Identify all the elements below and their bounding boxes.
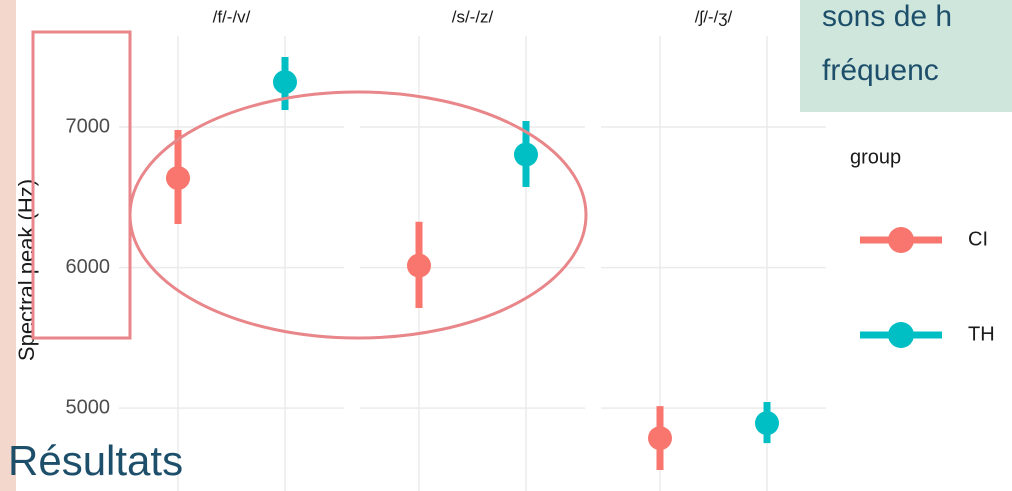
facet-title: /ʃ/-/ʒ/ [695, 7, 733, 26]
y-axis-label: Spectral peak (Hz) [14, 179, 39, 361]
legend-title: group [850, 146, 901, 168]
callout-text: fréquenc [822, 54, 939, 87]
point [514, 142, 538, 167]
legend-label: CI [968, 228, 988, 250]
callout-text: sons de h [822, 0, 952, 33]
point [648, 426, 672, 451]
point [407, 253, 431, 278]
legend-swatch-point [888, 227, 914, 253]
plot: /f/-/v/ /s/-/z/ /ʃ/-/ʒ/5000 6000 7000 [66, 7, 826, 491]
y-tick-label: 6000 [66, 256, 111, 278]
y-tick-label: 5000 [66, 396, 111, 418]
facet-title: /f/-/v/ [213, 7, 251, 26]
point [273, 70, 297, 95]
point [166, 166, 190, 191]
callout-box [800, 0, 1012, 112]
facet-title: /s/-/z/ [452, 7, 494, 26]
slide-title: Résultats [8, 437, 183, 484]
slide-edge [0, 0, 16, 491]
legend-swatch-point [888, 322, 914, 348]
highlight-box [31, 30, 132, 340]
y-tick-label: 7000 [66, 115, 111, 137]
legend: CI TH [860, 227, 995, 348]
point [755, 411, 779, 436]
legend-label: TH [968, 323, 995, 345]
highlight-ellipse [128, 90, 588, 340]
